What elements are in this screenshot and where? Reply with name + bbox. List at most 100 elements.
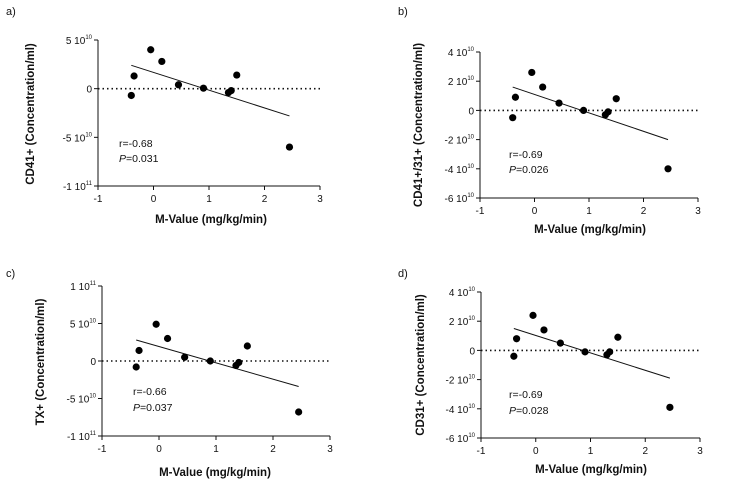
y-tick-base: -6 10 [445, 194, 468, 205]
y-tick-base: 5 10 [66, 36, 86, 47]
data-point [556, 339, 564, 347]
y-tick-label: -6 1010 [445, 193, 475, 205]
y-tick-label: 2 1010 [448, 76, 475, 88]
y-tick-label: 0 [86, 85, 92, 96]
stat-p-symbol: P [119, 153, 126, 165]
y-tick-base: 4 10 [449, 288, 469, 299]
stat-r: r=-0.66 [133, 386, 167, 398]
data-point [206, 357, 214, 365]
y-tick-label: 5 1010 [66, 35, 93, 47]
stat-p: P=0.026 [509, 164, 549, 176]
stat-p: P=0.037 [133, 402, 173, 414]
panel-b: b) CD41+/31+ (Concentration/ml) M-Value … [398, 6, 701, 236]
y-tick-exponent: 10 [468, 404, 475, 410]
data-point [233, 71, 241, 79]
x-tick-label: 0 [156, 444, 162, 455]
stat-p-value: =0.026 [516, 164, 549, 176]
data-point [174, 81, 183, 89]
data-point [528, 68, 536, 77]
data-point [127, 91, 135, 100]
x-tick-label: 3 [317, 194, 323, 205]
data-point [199, 84, 208, 92]
y-tick-base: 0 [468, 106, 474, 117]
y-tick-base: 4 10 [448, 48, 468, 59]
y-tick-label: -2 1010 [445, 135, 475, 147]
regression-line [513, 328, 671, 379]
x-tick-label: 2 [642, 446, 648, 457]
x-axis-title: M-Value (mg/kg/min) [155, 214, 267, 226]
y-tick-base: 5 10 [70, 320, 90, 331]
y-tick-base: 0 [469, 346, 475, 357]
y-tick-base: -6 10 [446, 434, 469, 445]
y-tick-exponent: 10 [85, 35, 92, 41]
y-tick-exponent: 10 [468, 287, 475, 293]
x-tick-label: 1 [588, 446, 594, 457]
y-tick-label: -5 1010 [63, 132, 93, 144]
y-tick-exponent: 11 [86, 181, 93, 187]
y-tick-label: -4 1010 [446, 404, 476, 416]
x-tick-label: -1 [94, 194, 103, 205]
y-tick-label: 2 1010 [449, 316, 476, 328]
y-tick-exponent: 10 [468, 433, 475, 439]
y-tick-base: 1 10 [70, 282, 90, 293]
y-tick-exponent: 10 [467, 164, 474, 170]
y-tick-base: 0 [86, 85, 92, 96]
data-point [581, 348, 589, 356]
y-tick-exponent: 10 [467, 193, 474, 199]
stat-p-symbol: P [509, 405, 516, 417]
y-tick-base: -5 10 [67, 395, 90, 406]
data-point [243, 342, 251, 350]
y-tick-exponent: 10 [468, 316, 475, 322]
y-tick-exponent: 10 [85, 132, 92, 138]
y-tick-base: -1 10 [67, 432, 90, 443]
data-point [158, 57, 166, 66]
y-axis-title: CD41+/31+ (Concentration/ml) [413, 43, 425, 207]
panel-label: c) [6, 268, 15, 280]
data-point [540, 326, 548, 334]
y-tick-label: 0 [469, 346, 475, 357]
data-point [163, 334, 172, 343]
data-point [132, 363, 140, 371]
y-tick-label: 4 1010 [448, 47, 475, 59]
regression-line [512, 86, 669, 141]
x-axis-title: M-Value (mg/kg/min) [534, 224, 646, 236]
y-tick-base: -2 10 [446, 376, 469, 387]
stat-p-symbol: P [133, 402, 140, 414]
x-tick-label: 2 [262, 194, 268, 205]
panel-label: d) [398, 268, 408, 280]
data-point [135, 346, 143, 355]
data-point [235, 358, 243, 367]
stat-p-symbol: P [509, 164, 516, 176]
y-tick-label: -6 1010 [446, 433, 476, 445]
data-point [539, 83, 547, 91]
stat-p: P=0.031 [119, 153, 159, 165]
x-tick-label: 1 [586, 206, 592, 217]
y-tick-exponent: 11 [90, 431, 97, 437]
panel-label: b) [398, 6, 408, 18]
y-tick-base: 2 10 [449, 317, 469, 328]
y-tick-base: 0 [90, 357, 96, 368]
x-tick-label: 0 [533, 446, 539, 457]
data-point [579, 106, 588, 114]
data-point [147, 46, 155, 54]
data-point [604, 108, 612, 116]
data-point [512, 335, 521, 343]
panel-c: c) TX+ (Concentration/ml) M-Value (mg/kg… [6, 268, 333, 479]
data-point [295, 408, 303, 416]
panel-d: d) CD31+ (Concentration/ml) M-Value (mg/… [398, 268, 703, 476]
data-point [614, 333, 622, 341]
data-point [612, 95, 620, 103]
y-tick-base: -2 10 [445, 136, 468, 147]
y-tick-exponent: 10 [89, 394, 96, 400]
stat-r: r=-0.69 [509, 389, 543, 401]
y-tick-exponent: 11 [90, 281, 97, 287]
y-tick-base: 2 10 [448, 77, 468, 88]
y-tick-base: -4 10 [446, 405, 469, 416]
y-tick-exponent: 10 [467, 76, 474, 82]
x-axis-title: M-Value (mg/kg/min) [159, 467, 271, 479]
regression-line [131, 64, 290, 117]
